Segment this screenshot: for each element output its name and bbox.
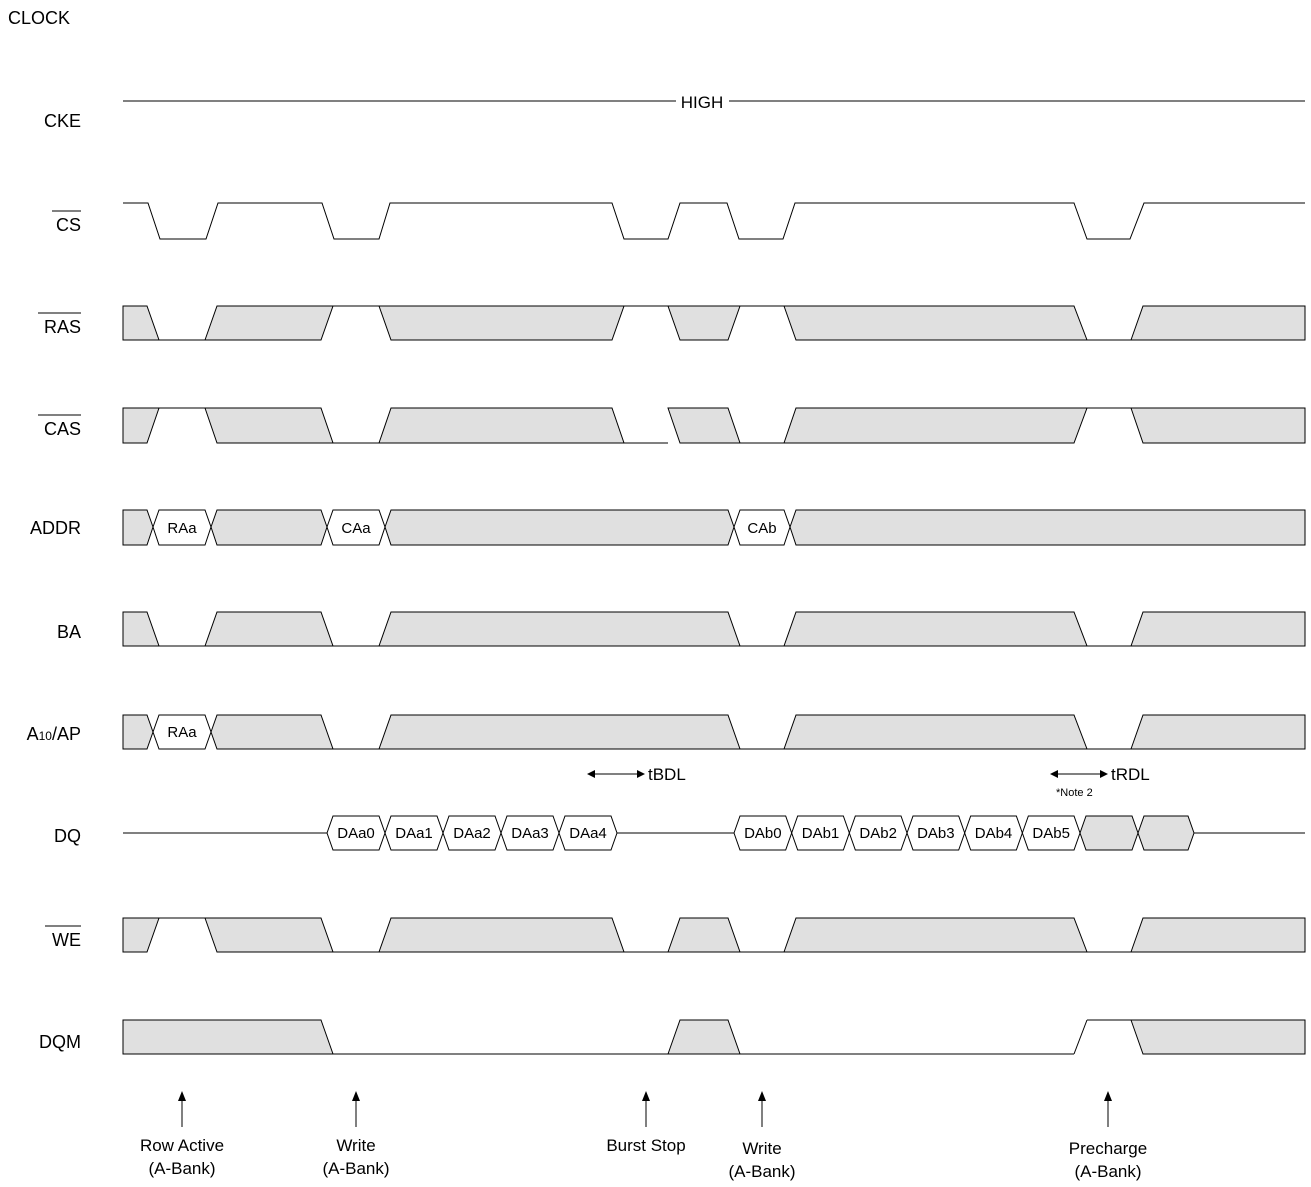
signal-label-cs: CS	[56, 215, 81, 235]
a10-waveform: RAa	[122, 714, 1306, 750]
tbdl-annotation: tBDL	[587, 765, 686, 784]
cke-level-label: HIGH	[681, 93, 724, 112]
signal-label-ras: RAS	[44, 317, 81, 337]
command-label-3-line2: (A-Bank)	[728, 1162, 795, 1181]
dq-cell-dab5: DAb5	[1032, 825, 1070, 842]
dq-cell-extra-1	[1079, 815, 1139, 851]
addr-waveform: RAa CAa CAb	[122, 509, 1306, 546]
command-label-3-line1: Write	[742, 1139, 781, 1158]
dq-cell-daa4: DAa4	[569, 825, 607, 842]
command-label-4-line2: (A-Bank)	[1074, 1162, 1141, 1181]
command-label-2-line1: Burst Stop	[606, 1136, 685, 1155]
addr-value-cab: CAb	[747, 520, 776, 537]
ba-waveform	[122, 611, 1306, 647]
signal-label-addr: ADDR	[30, 518, 81, 538]
addr-value-caa: CAa	[341, 520, 371, 537]
command-label-1-line2: (A-Bank)	[322, 1159, 389, 1178]
dqm-waveform	[122, 1019, 1306, 1055]
cke-waveform: HIGH	[123, 93, 1305, 112]
trdl-annotation: tRDL *Note 2	[1050, 765, 1150, 799]
command-arrowhead-1	[352, 1091, 360, 1101]
signal-label-dq: DQ	[54, 826, 81, 846]
command-arrowhead-2	[642, 1091, 650, 1101]
cs-waveform	[123, 202, 1305, 240]
we-waveform	[122, 917, 1306, 953]
dq-cell-daa3: DAa3	[511, 825, 549, 842]
command-arrowhead-3	[758, 1091, 766, 1101]
signal-label-dqm: DQM	[39, 1032, 81, 1052]
command-label-0-line2: (A-Bank)	[148, 1159, 215, 1178]
note-2-label: *Note 2	[1056, 787, 1093, 799]
tbdl-label: tBDL	[648, 765, 686, 784]
command-label-0-line1: Row Active	[140, 1136, 224, 1155]
signal-label-a10: A10/AP	[27, 724, 81, 744]
addr-value-raa: RAa	[167, 520, 197, 537]
dq-cell-daa1: DAa1	[395, 825, 433, 842]
command-arrowhead-0	[178, 1091, 186, 1101]
dq-cell-daa0: DAa0	[337, 825, 375, 842]
signal-label-ba: BA	[57, 622, 81, 642]
dq-cell-extra-2	[1137, 815, 1195, 851]
signal-label-we: WE	[52, 930, 81, 950]
dq-cell-dab1: DAb1	[802, 825, 840, 842]
signal-label-clock: CLOCK	[8, 8, 70, 28]
command-label-4-line1: Precharge	[1069, 1139, 1147, 1158]
dq-waveform: DAa0 DAa1 DAa2 DAa3 DAa4 DAb0 DAb1 DAb2 DAb3 DAb…	[123, 815, 1305, 851]
dq-cell-dab0: DAb0	[744, 825, 782, 842]
dq-cell-dab3: DAb3	[917, 825, 955, 842]
dq-cell-dab4: DAb4	[975, 825, 1013, 842]
command-arrowhead-4	[1104, 1091, 1112, 1101]
dq-cell-dab2: DAb2	[859, 825, 897, 842]
signal-label-cas: CAS	[44, 419, 81, 439]
command-annotations: Row Active (A-Bank) Write (A-Bank) Burst Sto…	[140, 1091, 1147, 1181]
ras-waveform	[122, 305, 1306, 341]
command-label-1-line1: Write	[336, 1136, 375, 1155]
signal-label-cke: CKE	[44, 111, 81, 131]
a10-value-raa: RAa	[167, 724, 197, 741]
dq-cell-daa2: DAa2	[453, 825, 491, 842]
trdl-label: tRDL	[1111, 765, 1150, 784]
cas-waveform	[122, 407, 1306, 444]
